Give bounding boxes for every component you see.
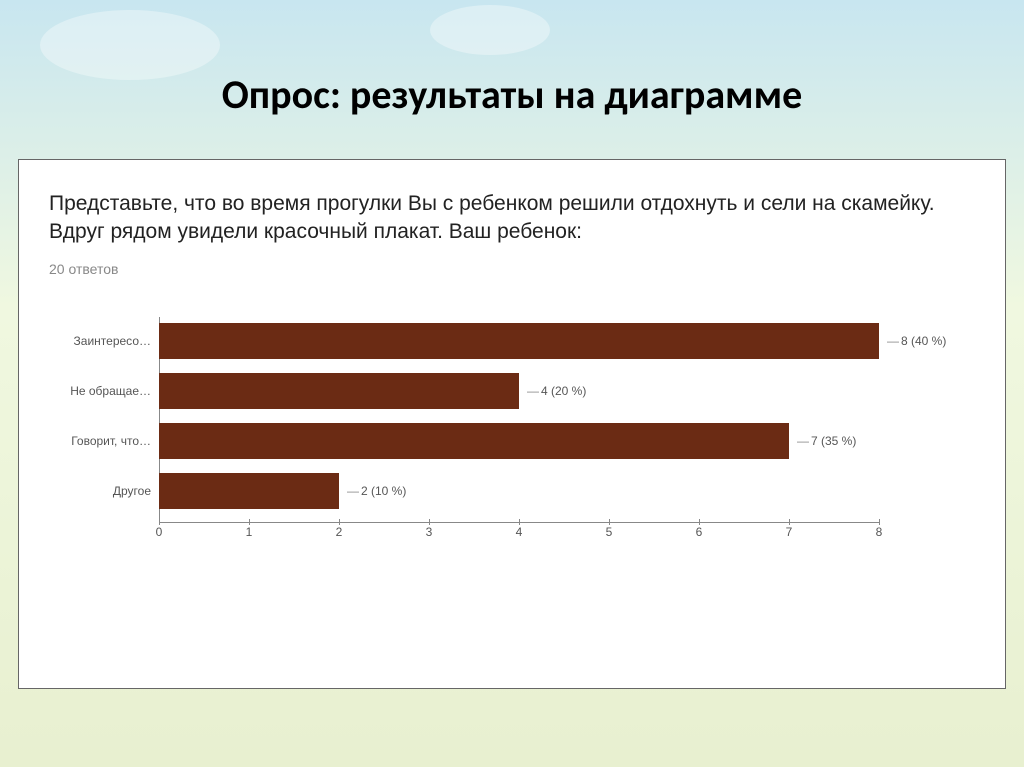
bar-row: Говорит, что…7 (35 %) <box>159 423 879 459</box>
bar-row: Не обращае…4 (20 %) <box>159 373 879 409</box>
bar-row: Другое2 (10 %) <box>159 473 879 509</box>
survey-question: Представьте, что во время прогулки Вы с … <box>49 190 975 247</box>
bars-region: Заинтересо…8 (40 %) Не обращае…4 (20 %) Го… <box>159 317 879 523</box>
bar-value-label: 2 (10 %) <box>347 484 406 498</box>
bar-fill: 7 (35 %) <box>159 423 789 459</box>
bar-value-label: 4 (20 %) <box>527 384 586 398</box>
bar-category-label: Заинтересо… <box>74 334 151 348</box>
chart-plot-area: Заинтересо…8 (40 %) Не обращае…4 (20 %) Го… <box>159 317 879 563</box>
chart-panel: Представьте, что во время прогулки Вы с … <box>18 159 1006 689</box>
bar-category-label: Говорит, что… <box>71 434 151 448</box>
bar-value-label: 7 (35 %) <box>797 434 856 448</box>
x-tick-label: 7 <box>786 525 793 539</box>
x-axis-ticks: 012345678 <box>159 525 879 545</box>
bar-value-label: 8 (40 %) <box>887 334 946 348</box>
response-count: 20 ответов <box>49 261 975 277</box>
x-tick-label: 1 <box>246 525 253 539</box>
x-tick-label: 3 <box>426 525 433 539</box>
bar-fill: 4 (20 %) <box>159 373 519 409</box>
x-tick-label: 5 <box>606 525 613 539</box>
x-tick-label: 4 <box>516 525 523 539</box>
bar-category-label: Не обращае… <box>70 384 151 398</box>
bar-category-label: Другое <box>113 484 151 498</box>
bar-row: Заинтересо…8 (40 %) <box>159 323 879 359</box>
bar-fill: 2 (10 %) <box>159 473 339 509</box>
x-tick-label: 2 <box>336 525 343 539</box>
bar-fill: 8 (40 %) <box>159 323 879 359</box>
x-tick-label: 0 <box>156 525 163 539</box>
x-tick-label: 8 <box>876 525 883 539</box>
x-tick-label: 6 <box>696 525 703 539</box>
